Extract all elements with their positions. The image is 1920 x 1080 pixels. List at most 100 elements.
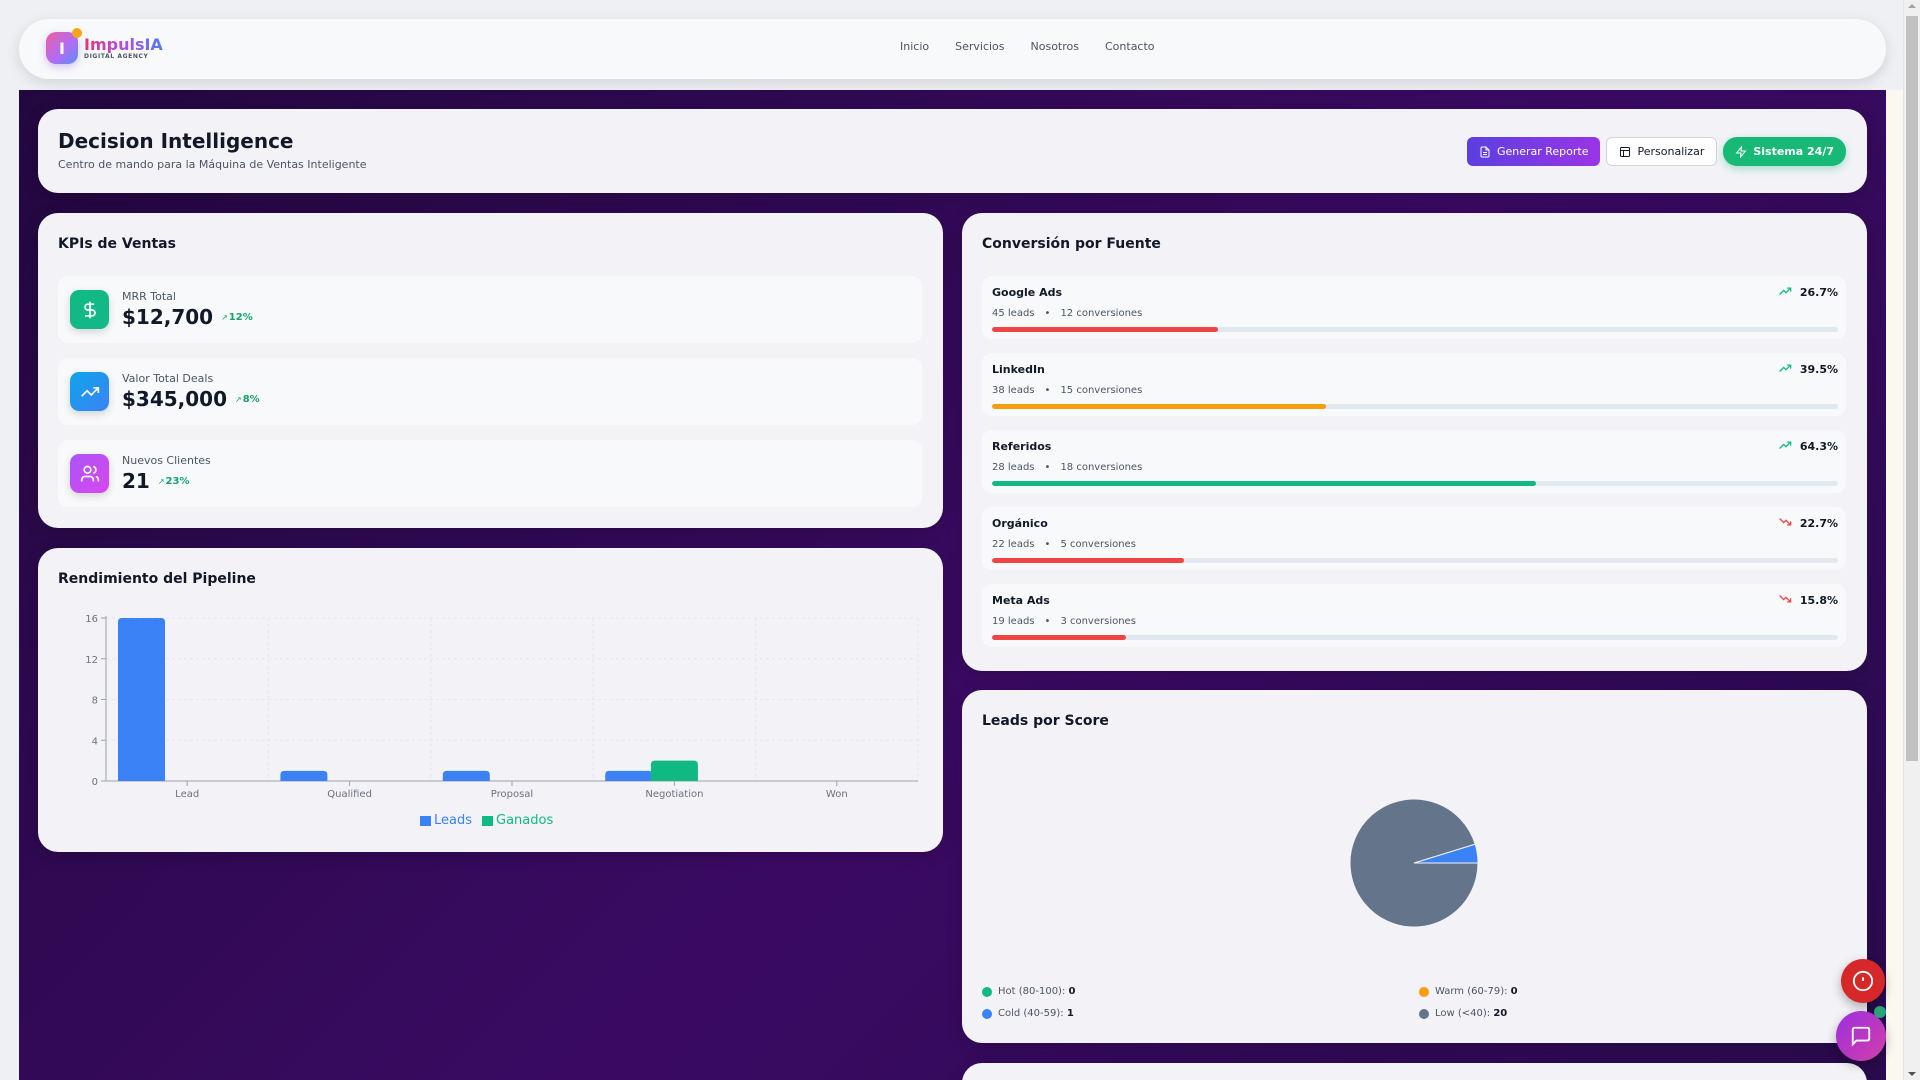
kpi-value: 21 xyxy=(122,469,150,493)
source-rate: 26.7% xyxy=(1778,286,1838,299)
source-progress-fill xyxy=(992,404,1327,409)
scroll-down-arrow-icon[interactable] xyxy=(1908,1072,1916,1076)
nav-link-nosotros[interactable]: Nosotros xyxy=(1030,40,1079,53)
vertical-scrollbar[interactable] xyxy=(1903,0,1920,1080)
pipeline-panel: Rendimiento del Pipeline 0 4 8 12 16 Lead Qual… xyxy=(38,548,943,852)
source-rate: 22.7% xyxy=(1778,517,1838,530)
arrow-up-right-icon: ↗ xyxy=(235,394,242,404)
kpi-item-clients: Nuevos Clientes 21 ↗23% xyxy=(58,440,922,507)
kpi-delta-value: 8% xyxy=(242,393,260,405)
system-status-button[interactable]: Sistema 24/7 xyxy=(1723,137,1846,166)
source-progress-bar xyxy=(992,635,1838,640)
page-header: Decision Intelligence Centro de mando pa… xyxy=(38,109,1867,193)
source-meta: 45 leads • 12 conversiones xyxy=(992,308,1142,319)
separator-dot: • xyxy=(1044,308,1051,319)
bar-chart-svg: 0 4 8 12 16 Lead Qualified Proposal Negotiation W… xyxy=(85,614,919,800)
generate-report-button[interactable]: Generar Reporte xyxy=(1466,137,1601,166)
source-rate-value: 39.5% xyxy=(1799,363,1838,376)
source-progress-fill xyxy=(992,558,1185,563)
legend-label-leads: Leads xyxy=(434,813,473,828)
bar-leads-lead[interactable] xyxy=(118,618,165,781)
bar-ganados-negotiation[interactable] xyxy=(650,760,698,781)
bar-leads-negotiation[interactable] xyxy=(605,770,653,781)
document-icon xyxy=(1480,146,1490,157)
trending-up-icon xyxy=(1778,286,1793,299)
scrollbar-thumb[interactable] xyxy=(1906,16,1918,761)
conversion-source-meta-ads: Meta Ads 19 leads • 3 conversiones 15.8% xyxy=(982,584,1846,647)
source-progress-bar xyxy=(992,404,1838,409)
source-progress-fill xyxy=(992,635,1126,640)
dollar-icon xyxy=(70,290,109,329)
source-meta: 38 leads • 15 conversiones xyxy=(992,385,1142,396)
svg-text:Qualified: Qualified xyxy=(327,789,372,800)
separator-dot: • xyxy=(1044,539,1051,550)
source-leads: 45 leads xyxy=(992,308,1035,319)
conversion-panel-title: Conversión por Fuente xyxy=(982,236,1161,252)
top-navigation: I ImpulsIA DIGITAL AGENCY Inicio Servici… xyxy=(19,19,1886,79)
page-gutter xyxy=(1886,90,1903,1080)
bar-leads-qualified[interactable] xyxy=(280,770,328,781)
score-label-cold: Cold (40-59): xyxy=(998,1008,1064,1019)
logo-mark: I xyxy=(46,28,82,64)
source-leads: 22 leads xyxy=(992,539,1035,550)
arrow-up-right-icon: ↗ xyxy=(157,476,165,486)
svg-text:16: 16 xyxy=(85,614,98,625)
legend-dot-low xyxy=(1419,1008,1429,1019)
brand-tagline: DIGITAL AGENCY xyxy=(84,53,149,60)
header-actions: Generar Reporte Personalizar Sistema 24/… xyxy=(1466,137,1846,166)
legend-dot-cold xyxy=(982,1008,992,1019)
pie-slice-low[interactable] xyxy=(1349,798,1479,928)
kpi-delta-value: 23% xyxy=(165,475,190,487)
online-status-dot xyxy=(1874,1006,1886,1018)
svg-text:Won: Won xyxy=(826,789,848,800)
source-leads: 19 leads xyxy=(992,616,1035,627)
legend-swatch-won xyxy=(482,815,494,826)
source-rate-value: 22.7% xyxy=(1799,517,1838,530)
separator-dot: • xyxy=(1044,616,1051,627)
score-value-hot: 0 xyxy=(1068,986,1076,997)
nav-link-servicios[interactable]: Servicios xyxy=(955,40,1005,53)
kpi-value: $345,000 xyxy=(122,387,228,411)
scroll-up-arrow-icon[interactable] xyxy=(1908,4,1916,8)
generate-report-label: Generar Reporte xyxy=(1496,145,1589,158)
separator-dot: • xyxy=(1044,462,1051,473)
kpi-delta: ↗23% xyxy=(158,476,190,487)
chat-fab-button[interactable] xyxy=(1836,1011,1886,1061)
system-status-label: Sistema 24/7 xyxy=(1753,145,1834,158)
score-value-low: 20 xyxy=(1493,1008,1508,1019)
alert-fab-button[interactable] xyxy=(1841,959,1885,1003)
legend-item-won[interactable]: Ganados xyxy=(482,813,553,828)
score-legend-hot: Hot (80-100): 0 xyxy=(982,986,1076,997)
nav-link-contacto[interactable]: Contacto xyxy=(1105,40,1155,53)
source-name: Orgánico xyxy=(992,517,1048,530)
kpi-value: $12,700 xyxy=(122,305,214,329)
legend-dot-warm xyxy=(1419,986,1429,997)
score-value-cold: 1 xyxy=(1066,1008,1074,1019)
customize-button[interactable]: Personalizar xyxy=(1606,137,1718,166)
svg-text:Lead: Lead xyxy=(175,789,199,800)
kpi-list: MRR Total $12,700 ↗12% Valor Total Deals… xyxy=(58,276,922,522)
trending-down-icon xyxy=(1778,517,1793,530)
kpi-panel-title: KPIs de Ventas xyxy=(58,236,176,252)
source-progress-bar xyxy=(992,481,1838,486)
users-icon xyxy=(70,454,109,493)
separator-dot: • xyxy=(1044,385,1051,396)
legend-item-leads[interactable]: Leads xyxy=(420,813,472,828)
bar-leads-proposal[interactable] xyxy=(442,770,490,781)
legend-swatch-leads xyxy=(420,815,431,826)
score-label-warm: Warm (60-79): xyxy=(1435,986,1508,997)
score-label-hot: Hot (80-100): xyxy=(998,986,1066,997)
source-name: Meta Ads xyxy=(992,594,1050,607)
source-progress-bar xyxy=(992,327,1838,332)
kpi-label: MRR Total xyxy=(122,290,176,303)
score-pie-chart xyxy=(1349,798,1479,928)
nav-link-inicio[interactable]: Inicio xyxy=(900,40,930,53)
brand-logo[interactable]: I ImpulsIA DIGITAL AGENCY xyxy=(46,28,163,64)
source-conversions: 18 conversiones xyxy=(1060,462,1143,473)
logo-status-dot xyxy=(72,28,82,38)
source-progress-fill xyxy=(992,327,1218,332)
kpi-item-deals: Valor Total Deals $345,000 ↗8% xyxy=(58,358,922,425)
source-conversions: 15 conversiones xyxy=(1060,385,1143,396)
conversion-panel: Conversión por Fuente Google Ads 45 lead… xyxy=(962,213,1867,671)
trending-up-icon xyxy=(70,372,109,411)
